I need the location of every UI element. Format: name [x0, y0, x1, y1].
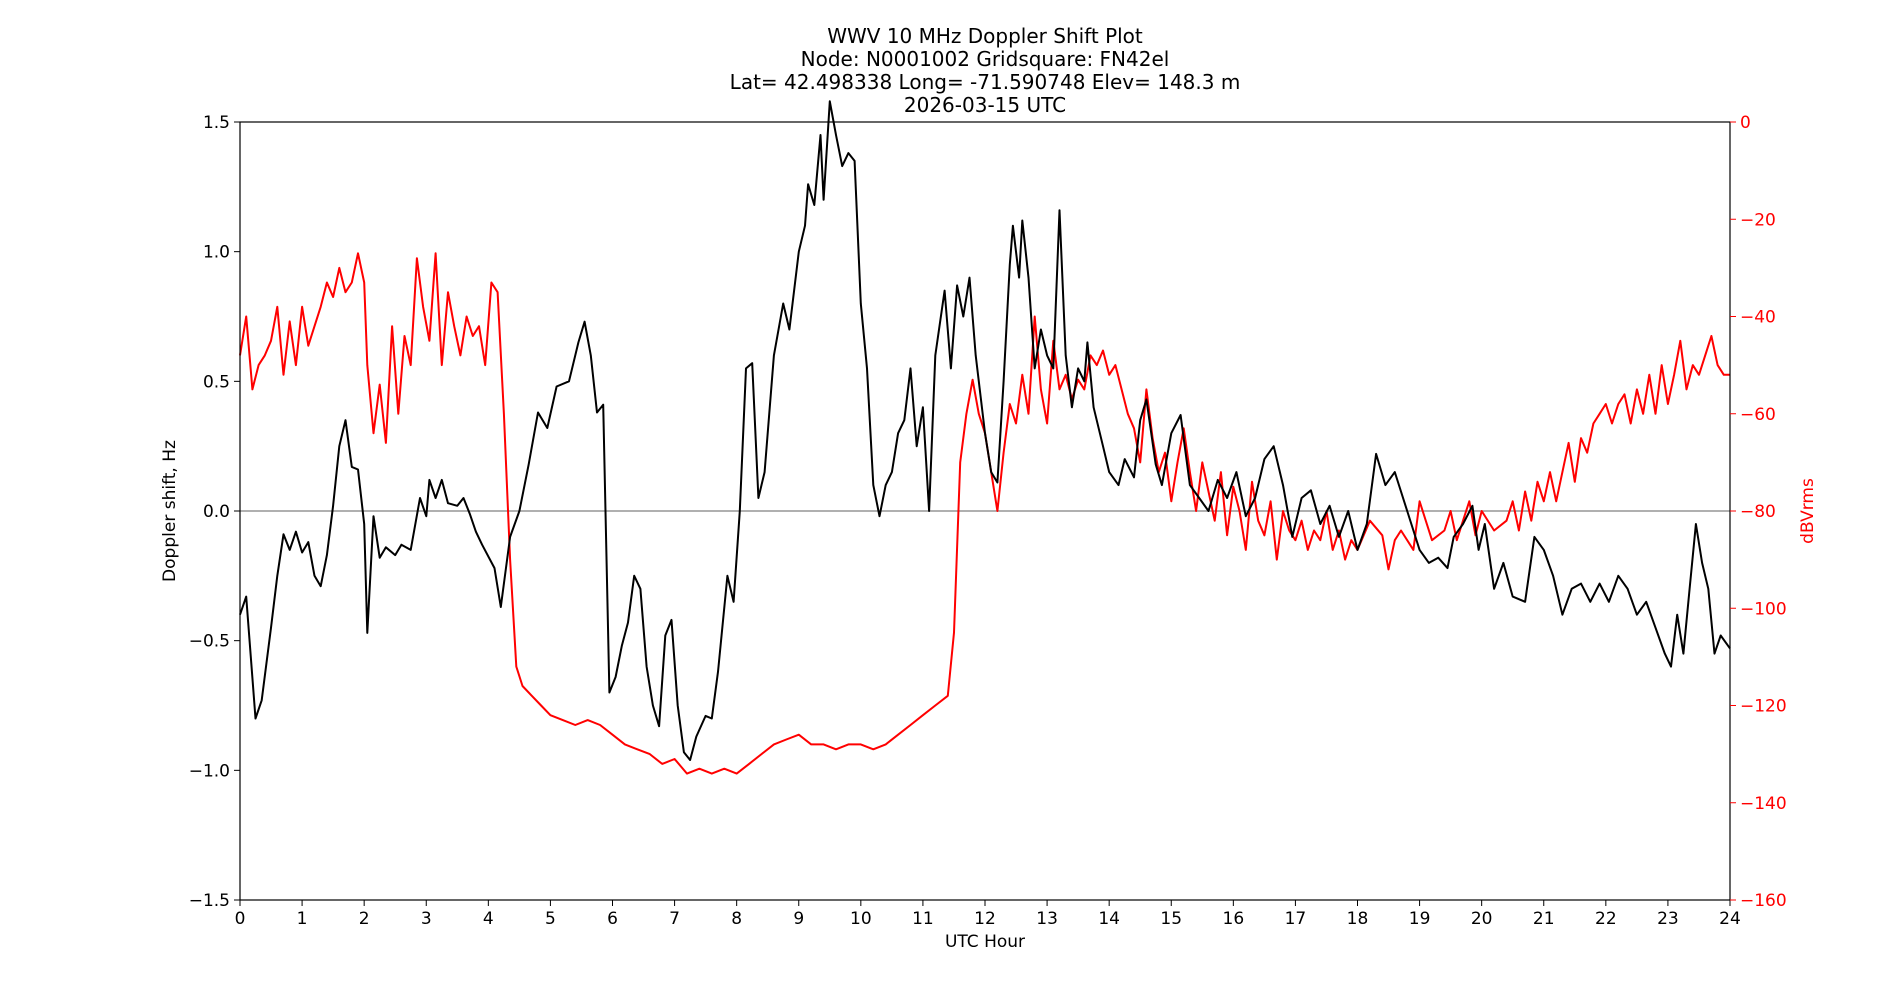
title-line: Node: N0001002 Gridsquare: FN42el [801, 47, 1170, 71]
y-right-tick-label: −160 [1740, 891, 1787, 911]
x-tick-label: 15 [1160, 909, 1182, 929]
x-tick-label: 1 [297, 909, 308, 929]
y-axis-label: Doppler shift, Hz [160, 440, 180, 582]
y-right-tick-label: −60 [1740, 405, 1776, 425]
y-right-tick-label: −100 [1740, 599, 1787, 619]
x-tick-label: 14 [1098, 909, 1120, 929]
x-tick-label: 3 [421, 909, 432, 929]
y-axis-right-label: dBVrms [1798, 478, 1818, 544]
x-tick-label: 11 [912, 909, 934, 929]
series-line-doppler [239, 100, 1731, 761]
y-axis-left: 1.5 1.0 0.5 0.0 −0.5 −1.0 −1.5 [189, 113, 240, 911]
y-right-tick-label: −140 [1740, 794, 1787, 814]
x-tick-label: 22 [1595, 909, 1617, 929]
x-tick-label: 16 [1223, 909, 1245, 929]
y-tick-label: 0.0 [203, 502, 230, 522]
series-line-dbvrms [239, 252, 1730, 775]
x-tick-label: 5 [545, 909, 556, 929]
x-tick-label: 7 [669, 909, 680, 929]
series-lines [239, 100, 1731, 775]
title-line: 2026-03-15 UTC [904, 93, 1066, 117]
y-axis-right: 0 −20 −40 −60 −80 −100 −120 −140 −160 [1730, 113, 1787, 911]
y-tick-label: −0.5 [189, 632, 230, 652]
y-tick-label: 1.0 [203, 243, 230, 263]
y-right-tick-label: 0 [1740, 113, 1751, 133]
x-tick-label: 10 [850, 909, 872, 929]
x-tick-label: 6 [607, 909, 618, 929]
y-right-tick-label: −120 [1740, 697, 1787, 717]
x-tick-label: 13 [1036, 909, 1058, 929]
x-axis-label: UTC Hour [945, 932, 1025, 952]
x-tick-label: 8 [731, 909, 742, 929]
y-right-tick-label: −20 [1740, 210, 1776, 230]
x-tick-label: 17 [1285, 909, 1307, 929]
x-tick-label: 4 [483, 909, 494, 929]
x-tick-label: 23 [1657, 909, 1679, 929]
y-tick-label: −1.5 [189, 891, 230, 911]
title-line: WWV 10 MHz Doppler Shift Plot [827, 24, 1143, 48]
x-tick-label: 9 [793, 909, 804, 929]
y-right-tick-label: −40 [1740, 308, 1776, 328]
y-right-tick-label: −80 [1740, 502, 1776, 522]
x-tick-label: 12 [974, 909, 996, 929]
x-tick-label: 2 [359, 909, 370, 929]
x-tick-label: 18 [1347, 909, 1369, 929]
x-tick-label: 24 [1719, 909, 1741, 929]
title-line: Lat= 42.498338 Long= -71.590748 Elev= 14… [730, 70, 1241, 94]
y-tick-label: 1.5 [203, 113, 230, 133]
y-tick-label: 0.5 [203, 372, 230, 392]
y-tick-label: −1.0 [189, 761, 230, 781]
x-tick-label: 21 [1533, 909, 1555, 929]
x-axis: 0 1 2 3 4 5 6 7 8 9 10 11 12 13 14 15 16 17 18 19 20 21 22 23 24 [235, 900, 1741, 929]
x-tick-label: 20 [1471, 909, 1493, 929]
x-tick-label: 0 [235, 909, 246, 929]
x-tick-label: 19 [1409, 909, 1431, 929]
